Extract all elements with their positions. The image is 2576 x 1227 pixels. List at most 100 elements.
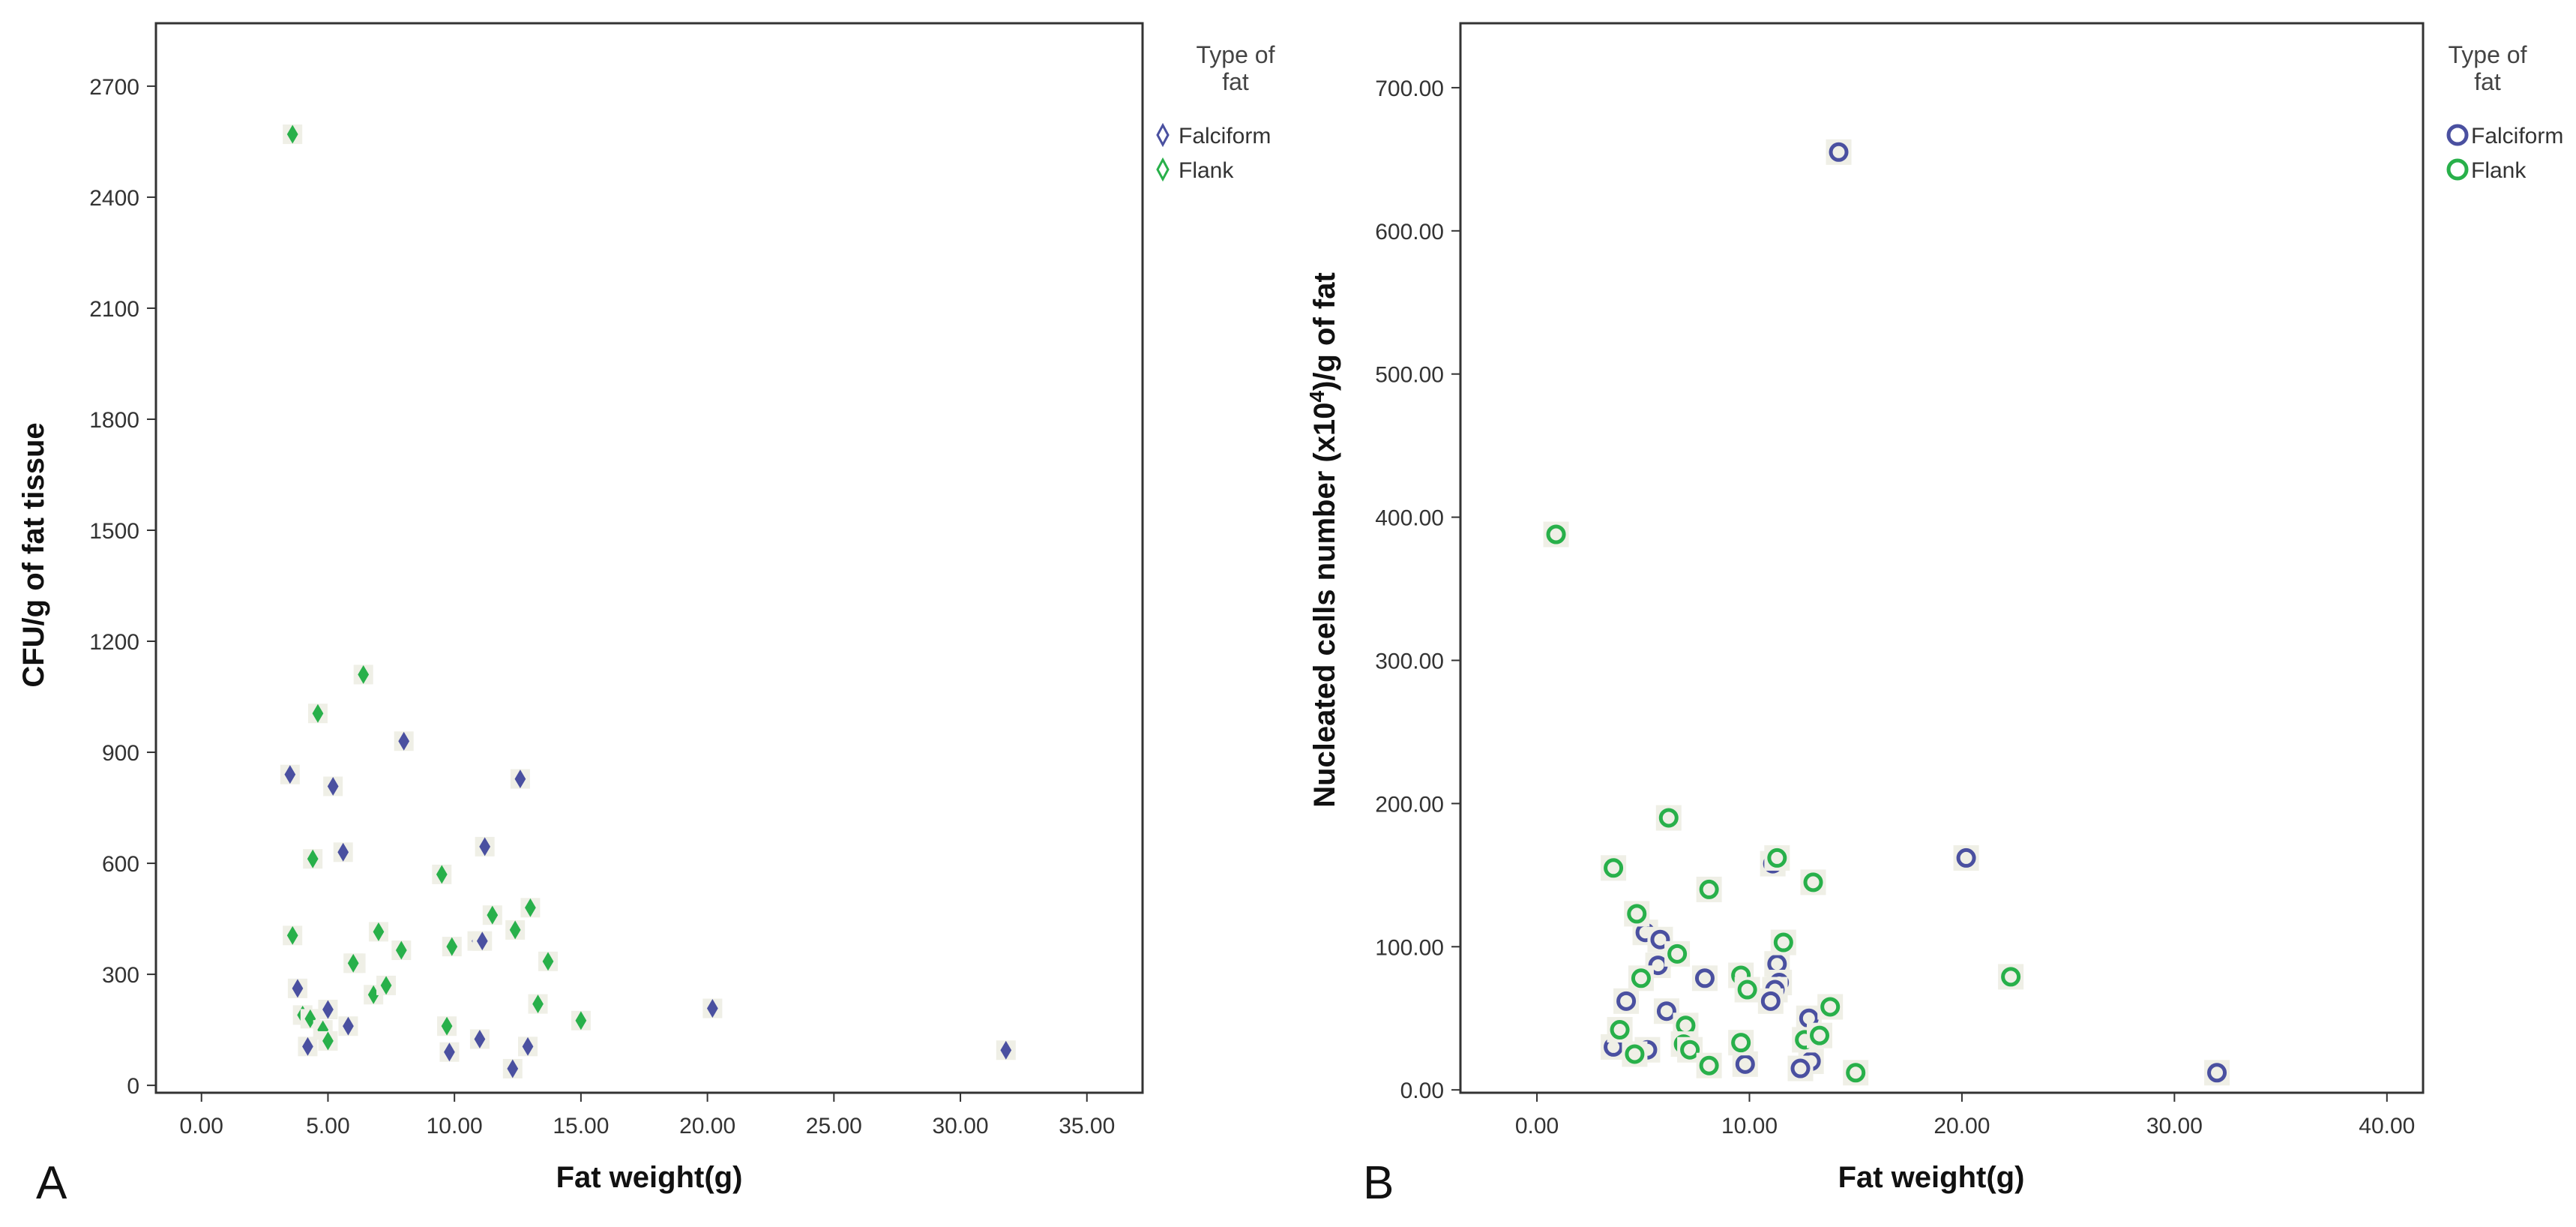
y-tick-label: 900 [102,741,139,766]
x-tick-label: 35.00 [1059,1114,1115,1138]
data-point-flank [286,124,298,144]
data-point-flank [1803,872,1823,892]
y-axis-title-b-prefix: Nucleated cells number (x10 [1308,403,1341,808]
data-point-falciform [1735,1054,1755,1074]
x-tick-label: 10.00 [427,1114,483,1138]
data-point-flank [1610,1020,1630,1040]
y-tick-label: 600.00 [1375,220,1444,244]
legend-marker-flank [1156,157,1170,182]
legend-marker-flank [2446,158,2469,181]
legend-label-falciform-b: Falciform [2471,124,2563,148]
data-point-flank [1546,524,1566,544]
data-points-a [280,124,1016,1078]
x-tick-label: 5.00 [306,1114,349,1138]
data-point-falciform [337,842,349,862]
legend-a: Type of fat Falciform Flank [1156,41,1275,183]
data-points-b [1543,139,2230,1086]
y-tick-label: 0 [127,1074,139,1099]
legend-label-flank-a: Flank [1179,158,1234,183]
data-point-falciform [507,1059,519,1078]
data-point-falciform [284,765,296,784]
panel-a: 0.00 5.00 10.00 15.00 20.00 25.00 30.00 35.00 0 3… [17,22,1275,1209]
data-point-falciform [479,837,491,856]
data-point-falciform [514,770,526,789]
legend-markers-b [2446,124,2469,181]
data-point-flank [322,1031,334,1051]
data-point-flank [1627,904,1647,924]
data-point-flank [380,976,392,995]
data-point-flank [1731,1033,1751,1053]
plot-frame-a [154,22,1144,1094]
y-tick-label: 700.00 [1375,76,1444,101]
legend-title-line1-b: Type of [2449,41,2527,68]
y-axis-title-b-suffix: )/g of fat [1308,272,1341,391]
data-point-flank [436,865,448,884]
x-tick-label: 20.00 [1933,1114,1990,1138]
data-point-flank [395,940,407,960]
data-point-flank [1667,944,1688,964]
data-point-flank [1773,932,1793,952]
x-tick-label: 0.00 [180,1114,223,1138]
data-point-falciform [444,1042,455,1062]
data-point-flank [441,1016,453,1036]
data-point-flank [542,952,554,971]
y-tick-label: 2400 [89,186,139,211]
data-point-flank [1604,858,1624,878]
data-point-flank [286,926,298,945]
y-tick-label: 300 [102,963,139,988]
data-point-falciform [302,1036,313,1056]
y-tick-label: 1200 [89,630,139,655]
data-point-flank [307,849,319,868]
data-point-flank [1631,968,1651,988]
data-point-falciform [522,1036,534,1056]
y-tick-label: 2100 [89,297,139,322]
data-point-flank [575,1011,587,1030]
x-tick-label: 15.00 [553,1114,609,1138]
data-point-falciform [474,1029,486,1048]
data-point-flank [1625,1044,1645,1064]
legend-marker-falciform [2446,124,2469,146]
data-point-falciform [1694,968,1715,988]
data-point-flank [1820,997,1841,1017]
data-point-falciform [1616,991,1637,1011]
y-tick-label: 300.00 [1375,649,1444,674]
legend-title-line2-a: fat [1222,68,1249,95]
y-tick-label: 1500 [89,519,139,544]
data-point-falciform [1656,1001,1676,1022]
data-point-flank [304,1009,316,1028]
panel-label-a: A [36,1157,67,1209]
data-point-falciform [1760,991,1781,1011]
data-point-falciform [322,1000,334,1019]
data-point-falciform [1000,1040,1012,1060]
y-tick-label: 100.00 [1375,935,1444,960]
data-point-flank [525,898,536,917]
y-tick-label: 1800 [89,408,139,433]
x-tick-label: 20.00 [679,1114,735,1138]
legend-b: Type of fat Falciform Flank [2446,41,2563,183]
data-point-falciform [292,979,304,998]
x-axis-title-b: Fat weight(g) [1838,1161,2025,1194]
y-tick-label: 200.00 [1375,792,1444,817]
y-axis-title-a: CFU/g of fat tissue [17,422,50,687]
data-point-flank [1680,1040,1700,1060]
x-tick-label: 25.00 [806,1114,862,1138]
data-point-flank [358,664,370,684]
data-point-flank [1699,879,1719,899]
axis-ticks-a: 0.00 5.00 10.00 15.00 20.00 25.00 30.00 35.00 0 3… [89,75,1115,1138]
axis-ticks-b: 0.00 10.00 20.00 30.00 40.00 0.00 100.00 200.00… [1375,76,2415,1138]
data-point-flank [1810,1025,1830,1046]
data-point-falciform [1956,848,1976,868]
plot-frame-b [1459,22,2425,1094]
data-point-flank [532,994,544,1014]
data-point-falciform [1650,929,1670,950]
y-axis-title-b: Nucleated cells number (x104)/g of fat [1305,272,1341,808]
data-point-falciform [327,776,339,796]
data-point-falciform [706,999,718,1018]
data-point-falciform [343,1016,354,1036]
data-point-flank [2001,967,2021,987]
data-point-flank [1737,980,1757,1000]
data-point-falciform [1829,142,1849,162]
data-point-flank [1658,808,1679,828]
